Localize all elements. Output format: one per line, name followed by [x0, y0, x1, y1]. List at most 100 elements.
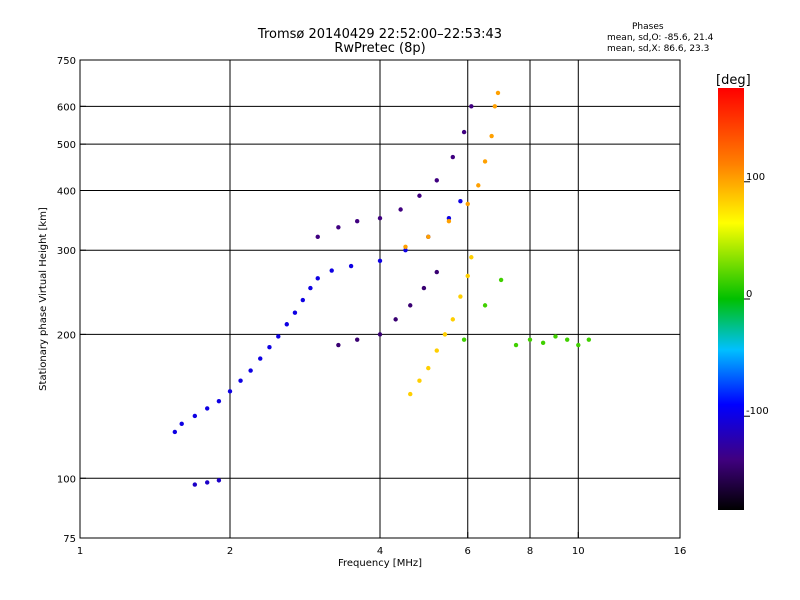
data-point [403, 244, 408, 249]
data-point [204, 480, 210, 485]
data-point [442, 332, 448, 337]
stats-x-mode: mean, sd,X: 86.6, 23.3 [607, 44, 710, 54]
y-axis-label: Stationary phase Virtual Height [km] [38, 207, 49, 391]
data-point [336, 342, 341, 348]
grid-lines [80, 60, 680, 538]
data-point [450, 154, 456, 160]
data-point [426, 234, 431, 240]
data-point [489, 133, 494, 139]
data-point [434, 178, 439, 183]
data-point [204, 406, 210, 411]
data-point [492, 104, 498, 109]
y-tick-label: 75 [63, 534, 76, 545]
colorbar [718, 88, 744, 510]
data-point [540, 340, 546, 346]
x-tick-label: 4 [377, 546, 383, 557]
data-point [564, 337, 570, 342]
data-point [276, 334, 281, 339]
data-point [315, 276, 320, 281]
data-point [348, 263, 354, 269]
data-point [377, 332, 383, 337]
data-point [527, 337, 533, 342]
data-point [248, 368, 253, 373]
x-tick-label: 8 [527, 546, 533, 557]
data-point [354, 337, 360, 342]
colorbar-label: [deg] [716, 73, 751, 88]
data-point [258, 356, 263, 361]
data-point [458, 294, 463, 299]
data-point [461, 129, 467, 135]
data-point [495, 90, 501, 96]
data-point [354, 219, 360, 224]
data-point [408, 303, 413, 308]
data-point [482, 159, 488, 164]
data-point [417, 378, 422, 383]
data-point [179, 421, 184, 427]
data-point [216, 478, 222, 483]
data-point [469, 255, 474, 260]
data-point [458, 198, 463, 204]
colorbar-tick-label: 100 [746, 172, 765, 183]
data-point [408, 391, 413, 397]
phases-label: Phases [632, 22, 664, 32]
y-axis: 75 100 200 300 400 500 600 750 [57, 56, 86, 545]
data-point [434, 269, 439, 275]
y-tick-label: 100 [57, 474, 76, 485]
colorbar-tick-label: -100 [746, 406, 769, 417]
x-axis-label: Frequency [MHz] [338, 558, 422, 569]
data-point [308, 285, 313, 291]
data-point [469, 104, 474, 109]
data-point [476, 183, 481, 188]
data-point [336, 225, 341, 230]
y-tick-label: 400 [57, 186, 76, 197]
scatter-points [172, 90, 592, 487]
x-tick-label: 1 [77, 546, 83, 557]
data-point [377, 258, 383, 264]
data-point [227, 389, 233, 394]
data-point [446, 219, 452, 224]
data-point [216, 398, 222, 404]
data-point [403, 248, 408, 253]
x-tick-label: 10 [572, 546, 585, 557]
data-point [461, 337, 467, 342]
y-tick-label: 600 [57, 102, 76, 113]
data-point [553, 334, 558, 339]
data-point [192, 482, 198, 487]
data-point [329, 268, 334, 273]
data-point [315, 234, 320, 240]
data-point [267, 345, 272, 350]
stats-o-mode: mean, sd,O: -85.6, 21.4 [607, 33, 714, 43]
data-point [377, 216, 383, 221]
data-point [513, 342, 519, 348]
data-point [393, 317, 398, 322]
y-tick-label: 750 [57, 56, 76, 67]
data-point [426, 365, 431, 371]
colorbar-ticks: 100 0 -100 [744, 172, 769, 417]
data-point [482, 303, 488, 308]
data-point [238, 378, 243, 383]
x-axis: 1 2 4 6 8 10 16 [77, 532, 687, 557]
data-point [300, 297, 306, 303]
data-point [284, 322, 289, 327]
data-point [292, 310, 298, 315]
y-tick-label: 300 [57, 246, 76, 257]
data-point [192, 413, 198, 419]
y-tick-label: 500 [57, 140, 76, 151]
data-point [172, 429, 178, 435]
x-tick-label: 16 [674, 546, 687, 557]
data-point [417, 193, 422, 198]
data-point [434, 348, 439, 353]
x-tick-label: 2 [227, 546, 233, 557]
data-point [586, 337, 592, 342]
x-tick-label: 6 [465, 546, 471, 557]
data-point [465, 273, 470, 279]
colorbar-tick-label: 0 [746, 289, 752, 300]
data-point [421, 285, 427, 291]
data-point [398, 207, 403, 212]
chart-title: Tromsø 20140429 22:52:00–22:53:43 [257, 27, 503, 42]
data-point [450, 317, 456, 322]
data-point [498, 277, 504, 283]
chart-subtitle: RwPretec (8p) [334, 41, 426, 56]
y-tick-label: 200 [57, 330, 76, 341]
